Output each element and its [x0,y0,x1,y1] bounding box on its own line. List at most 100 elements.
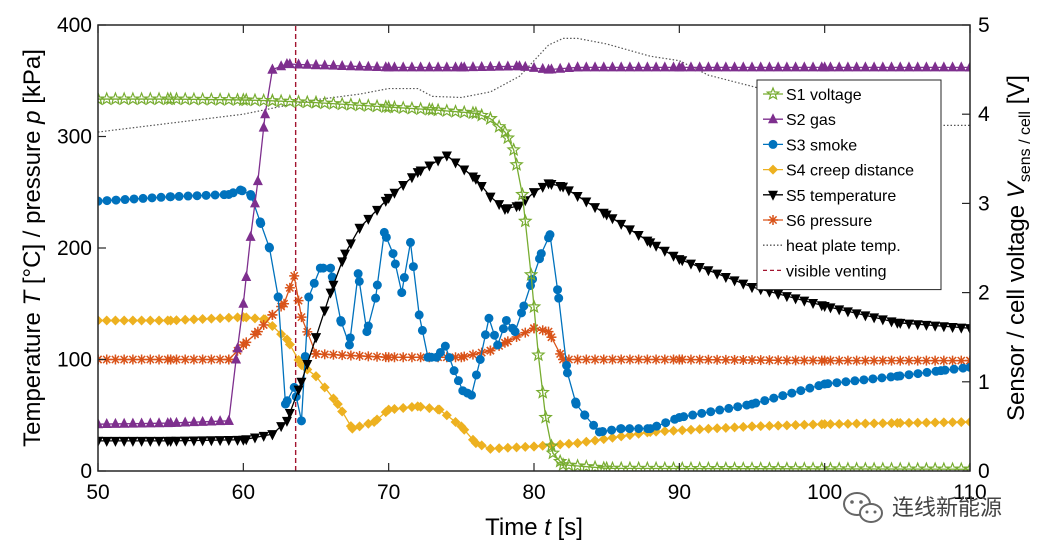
series-s5-temperature [98,151,970,447]
s1-voltage-point [518,213,533,228]
s5-temperature-point [119,436,130,447]
s4-creep-distance-point [424,403,435,414]
s6-pressure-point [895,355,906,366]
s2-gas-point [677,61,688,72]
s6-pressure-point [537,325,548,336]
s6-pressure-point [328,349,339,360]
s2-gas-point [537,62,548,73]
s6-pressure-point [781,355,792,366]
s3-smoke-point [138,193,148,203]
s4-creep-distance-point [598,434,609,445]
s5-temperature-point [903,319,914,330]
s4-creep-distance-point [502,442,513,453]
s2-gas-point [424,61,435,72]
s5-temperature-point [729,276,740,287]
s2-gas-point [642,61,653,72]
s3-smoke-point [507,323,517,333]
s1-voltage-point [538,409,553,424]
s5-temperature-point [345,239,356,250]
s5-temperature-point [354,223,365,234]
legend-marker [768,164,778,175]
s4-creep-distance-point [415,401,426,412]
s4-creep-distance-point [249,313,260,324]
s6-pressure-point [406,352,417,363]
s5-temperature-point [206,436,217,447]
y-right-tick-label: 3 [978,192,990,215]
s4-creep-distance-point [232,312,243,323]
s3-smoke-point [589,420,599,430]
s6-pressure-point [337,350,348,361]
s2-gas-point [276,60,287,71]
s3-smoke-point [886,372,896,382]
s4-creep-distance-point [154,315,165,326]
s6-pressure-point [180,354,191,365]
s5-temperature-point [965,324,970,335]
y-left-tick-label: 100 [57,349,92,372]
s1-voltage-point [465,105,481,120]
s4-creep-distance-point [773,420,784,431]
s5-temperature-point [232,435,243,446]
watermark: 连线新能源 [843,492,1002,523]
s4-creep-distance-point [485,443,496,454]
s3-smoke-point [471,370,481,380]
s6-pressure-point [747,355,757,366]
s2-gas-point [98,418,103,429]
s2-gas-point [808,61,819,72]
s6-pressure-point [110,354,121,365]
s3-smoke-point [489,330,499,340]
s1-voltage-point [545,445,561,460]
s6-pressure-point [276,301,287,312]
s5-temperature-point [293,385,304,396]
s3-smoke-point [156,192,166,202]
s5-temperature-point [572,191,583,202]
s4-creep-distance-point [127,315,138,326]
s5-temperature-point [296,377,307,388]
s3-smoke-point [246,191,256,201]
s6-pressure-point [590,354,601,365]
s3-smoke-point [598,426,608,436]
s4-creep-distance-point [965,416,970,427]
s5-temperature-point [877,315,888,326]
s6-pressure-point [319,349,330,360]
s3-smoke-point [913,369,923,379]
s4-creep-distance-point [790,420,801,431]
s6-pressure-point [729,354,740,365]
series-layer [98,25,970,471]
s5-temperature-point [325,288,336,299]
s6-pressure-point [825,355,836,366]
s2-gas-point [450,61,461,72]
s5-temperature-point [180,436,191,447]
s5-temperature-point [406,173,417,184]
s3-smoke-point [120,195,130,205]
s4-creep-distance-point [319,382,330,393]
s2-gas-point [712,61,723,72]
s6-pressure-point [223,354,234,365]
s5-temperature-point [886,317,897,328]
s4-creep-distance-point [886,418,897,429]
s2-gas-point [260,108,271,119]
s5-temperature-point [171,436,182,447]
s2-gas-point [590,61,601,72]
s3-smoke-point [462,388,472,398]
s5-temperature-point [851,309,862,320]
s3-smoke-point [940,365,950,375]
s5-temperature-point [895,318,906,329]
series-heat-plate-temp [98,37,970,133]
s4-creep-distance-point [572,438,583,449]
s3-smoke-point [949,364,959,374]
s5-temperature-point [136,436,147,447]
s4-creep-distance-point [345,421,356,432]
s3-smoke-point [414,310,424,320]
s4-creep-distance-point [799,419,810,430]
s6-pressure-point [947,355,958,366]
s5-temperature-point [511,202,522,213]
s2-gas-point [851,61,862,72]
s5-temperature-point [747,283,757,294]
s3-smoke-point [670,414,680,424]
s3-smoke-point [643,424,653,434]
s1-voltage-point [561,457,577,471]
s3-smoke-point [616,424,626,434]
s2-gas-point [546,63,557,74]
s5-temperature-point [372,205,383,216]
